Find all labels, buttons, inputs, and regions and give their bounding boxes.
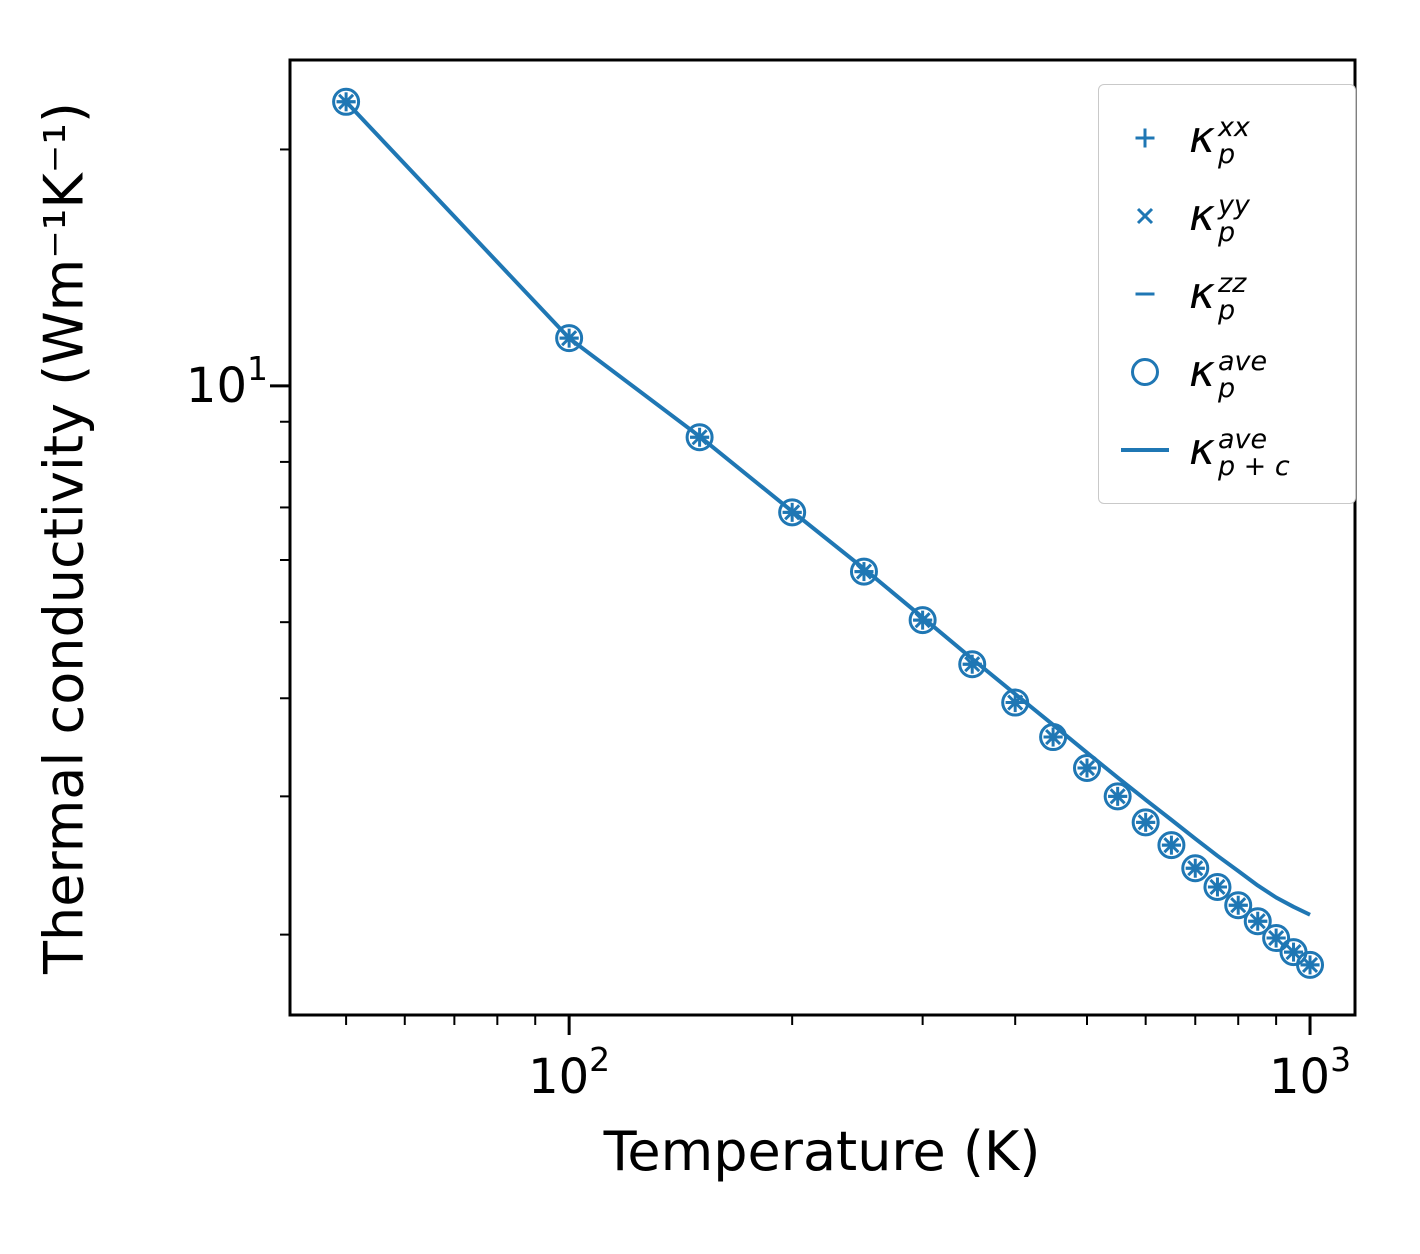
legend-item-kappa-p-yy: κ yy p [1117, 177, 1351, 255]
legend-label-kappa-p-plus-c-ave: κ ave p + c [1189, 424, 1290, 482]
series-markers-kappa-p-zz [336, 100, 1320, 967]
legend-marker-line-icon [1121, 448, 1169, 452]
legend-label-kappa-p-zz: κ zz p [1189, 268, 1247, 326]
legend-item-kappa-p-xx: κ xx p [1117, 99, 1351, 177]
legend-item-kappa-p-plus-c-ave: κ ave p + c [1117, 411, 1351, 489]
plot-frame [288, 58, 1357, 1017]
series-markers-kappa-p-ave [332, 87, 1325, 979]
legend-label-kappa-p-yy: κ yy p [1189, 190, 1250, 248]
legend: κ xx p κ yy p κ zz p κ ave p κ ave p + c [1098, 84, 1356, 504]
axis-ticks [270, 148, 1312, 1035]
legend-marker-x-icon [1136, 207, 1154, 225]
series [332, 87, 1325, 979]
legend-marker-circle-icon [1131, 358, 1159, 386]
legend-label-kappa-p-ave: κ ave p [1189, 346, 1268, 404]
series-line-kappa-p-plus-c-ave [344, 100, 1311, 917]
y-axis-label: Thermal conductivity (Wm⁻¹K⁻¹) [32, 102, 96, 974]
legend-marker-plus-icon [1135, 128, 1155, 148]
x-tick-label: 102 [528, 1040, 610, 1105]
legend-label-kappa-p-xx: κ xx p [1189, 112, 1250, 170]
legend-marker-dash-icon [1135, 292, 1155, 296]
x-axis-label: Temperature (K) [603, 1120, 1041, 1183]
y-tick-label: 101 [186, 349, 268, 414]
x-tick-label: 103 [1269, 1040, 1351, 1105]
legend-item-kappa-p-ave: κ ave p [1117, 333, 1351, 411]
legend-item-kappa-p-zz: κ zz p [1117, 255, 1351, 333]
